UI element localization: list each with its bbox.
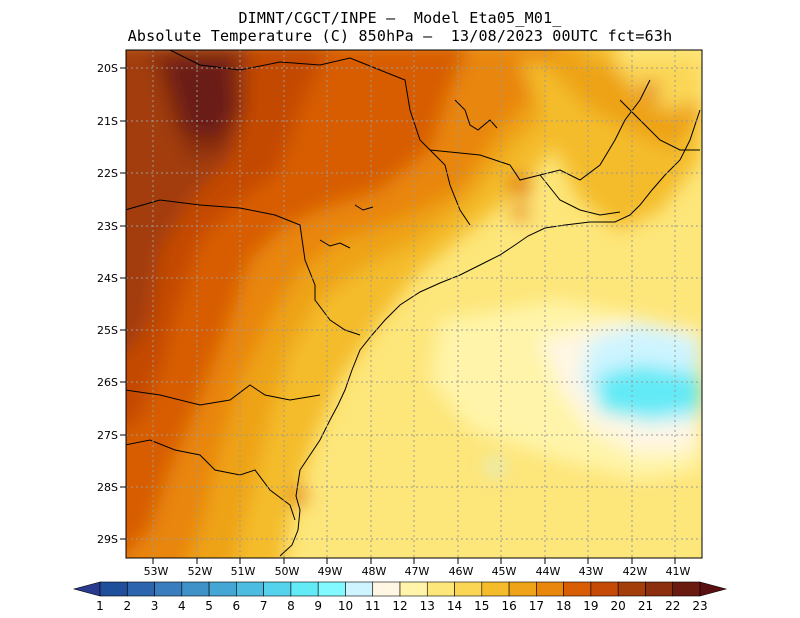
colorbar-label: 8: [287, 599, 295, 613]
lat-label: 24S: [97, 272, 118, 285]
lon-label: 44W: [536, 565, 561, 578]
axis-ticks: [120, 67, 676, 564]
colorbar-label: 17: [529, 599, 544, 613]
lat-label: 29S: [97, 533, 118, 546]
colorbar-arrow-low: [72, 581, 101, 597]
colorbar-label: 7: [260, 599, 268, 613]
map-title-line1: DIMNT/CGCT/INPE – Model Eta05_M01_: [238, 9, 562, 27]
map-title-line2: Absolute Temperature (C) 850hPa – 13/08/…: [127, 27, 673, 45]
colorbar-label: 14: [447, 599, 462, 613]
colorbar-label: 2: [123, 599, 131, 613]
colorbar-swatch: [290, 581, 319, 597]
colorbar-swatch: [345, 581, 374, 597]
colorbar-swatch: [454, 581, 483, 597]
lat-label: 22S: [97, 167, 118, 180]
colorbar-label: 23: [692, 599, 707, 613]
colorbar-arrow-high: [699, 581, 728, 597]
lon-label: 43W: [579, 565, 604, 578]
colorbar-swatch: [563, 581, 592, 597]
colorbar-swatch: [672, 581, 701, 597]
lon-label: 41W: [666, 565, 691, 578]
colorbar-swatch: [645, 581, 674, 597]
colorbar-swatch: [317, 581, 346, 597]
lat-label: 25S: [97, 324, 118, 337]
colorbar-swatch: [399, 581, 428, 597]
colorbar-label: 11: [365, 599, 380, 613]
colorbar-label: 12: [392, 599, 407, 613]
lat-label: 20S: [97, 62, 118, 75]
lat-label: 21S: [97, 115, 118, 128]
colorbar-label: 19: [583, 599, 598, 613]
colorbar-swatch: [263, 581, 292, 597]
colorbar-swatch: [208, 581, 237, 597]
colorbar-swatch: [154, 581, 183, 597]
colorbar: 1 2 3 4 5 6 7 8 9 10 11 12 13 14 15 16 17 18 19 20 21 22 23: [72, 581, 728, 613]
colorbar-label: 20: [611, 599, 626, 613]
lat-label: 26S: [97, 376, 118, 389]
colorbar-label: 4: [178, 599, 186, 613]
colorbar-swatch: [508, 581, 537, 597]
lat-lon-grid: [126, 50, 702, 558]
colorbar-label: 3: [151, 599, 159, 613]
colorbar-swatch: [590, 581, 619, 597]
colorbar-label: 1: [96, 599, 104, 613]
colorbar-label: 9: [314, 599, 322, 613]
colorbar-label: 13: [420, 599, 435, 613]
colorbar-label: 5: [205, 599, 213, 613]
colorbar-swatch: [372, 581, 401, 597]
lon-label: 46W: [449, 565, 474, 578]
lon-label: 49W: [318, 565, 343, 578]
colorbar-label: 15: [474, 599, 489, 613]
colorbar-label: 6: [233, 599, 241, 613]
lon-label: 51W: [231, 565, 256, 578]
colorbar-swatch: [181, 581, 210, 597]
colorbar-swatch: [481, 581, 510, 597]
colorbar-label: 10: [338, 599, 353, 613]
lon-label: 48W: [362, 565, 387, 578]
colorbar-label: 18: [556, 599, 571, 613]
lat-label: 23S: [97, 220, 118, 233]
lon-label: 50W: [275, 565, 300, 578]
colorbar-label: 22: [665, 599, 680, 613]
colorbar-swatch: [126, 581, 155, 597]
lon-label: 53W: [144, 565, 169, 578]
lon-label: 42W: [623, 565, 648, 578]
longitude-labels: 53W 52W 51W 50W 49W 48W 47W 46W 45W 44W …: [144, 565, 691, 578]
lat-label: 27S: [97, 429, 118, 442]
lon-label: 47W: [405, 565, 430, 578]
colorbar-swatch: [99, 581, 128, 597]
lat-label: 28S: [97, 481, 118, 494]
colorbar-swatch: [426, 581, 455, 597]
latitude-labels: 20S 21S 22S 23S 24S 25S 26S 27S 28S 29S: [97, 62, 118, 546]
colorbar-label: 21: [638, 599, 653, 613]
lon-label: 52W: [188, 565, 213, 578]
colorbar-swatch: [617, 581, 646, 597]
colorbar-label: 16: [501, 599, 516, 613]
colorbar-swatch: [536, 581, 564, 597]
lon-label: 45W: [492, 565, 517, 578]
colorbar-swatch: [236, 581, 264, 597]
